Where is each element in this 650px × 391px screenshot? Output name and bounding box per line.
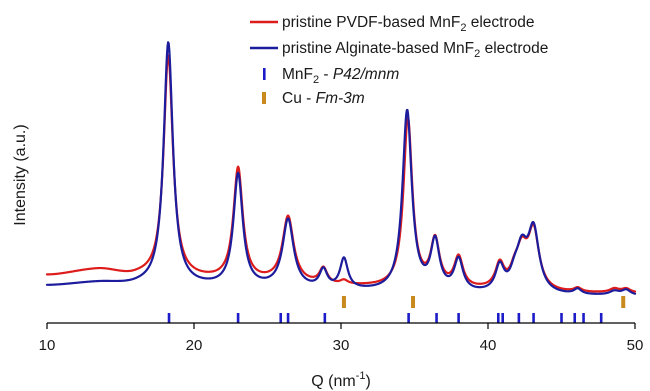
legend-label: MnF2 - P42/mnm — [282, 66, 399, 86]
mnf2-reference-tick — [582, 313, 585, 323]
legend-label: pristine PVDF-based MnF2 electrode — [282, 14, 535, 34]
mnf2-reference-tick — [407, 313, 410, 323]
x-tick-label: 50 — [627, 337, 644, 354]
mnf2-reference-tick — [517, 313, 521, 323]
cu-reference-tick — [621, 296, 626, 308]
mnf2-reference-tick — [236, 313, 240, 323]
mnf2-reference-tick — [286, 313, 290, 323]
series-line-alginate — [45, 41, 637, 295]
x-axis: 10 20 30 40 50 — [39, 322, 644, 354]
y-axis-label: Intensity (a.u.) — [12, 124, 29, 225]
mnf2-reference-tick — [457, 313, 460, 323]
mnf2-reference-tick — [599, 313, 603, 323]
x-axis-label: Q (nm-1) — [311, 370, 371, 390]
legend: pristine PVDF-based MnF2 electrode pristi… — [250, 14, 548, 107]
legend-swatch-mnf2 — [263, 68, 266, 80]
mnf2-reference-tick — [532, 313, 535, 323]
plot-area — [45, 41, 637, 295]
mnf2-reference-tick — [501, 313, 504, 323]
legend-label: pristine Alginate-based MnF2 electrode — [282, 40, 548, 60]
reference-markers — [167, 296, 626, 323]
x-tick-label: 30 — [333, 337, 350, 354]
x-tick-label: 20 — [186, 337, 203, 354]
mnf2-reference-tick — [167, 313, 171, 323]
mnf2-reference-tick — [323, 313, 327, 323]
x-tick-label: 10 — [39, 337, 56, 354]
legend-label: Cu - Fm-3m — [282, 90, 365, 107]
cu-reference-tick — [411, 296, 416, 308]
mnf2-reference-tick — [560, 313, 563, 323]
legend-swatch-cu — [262, 92, 266, 104]
mnf2-reference-tick — [496, 313, 500, 323]
mnf2-reference-tick — [573, 313, 577, 323]
cu-reference-tick — [341, 296, 346, 308]
mnf2-reference-tick — [435, 313, 438, 323]
mnf2-reference-tick — [279, 313, 283, 323]
x-tick-label: 40 — [480, 337, 497, 354]
